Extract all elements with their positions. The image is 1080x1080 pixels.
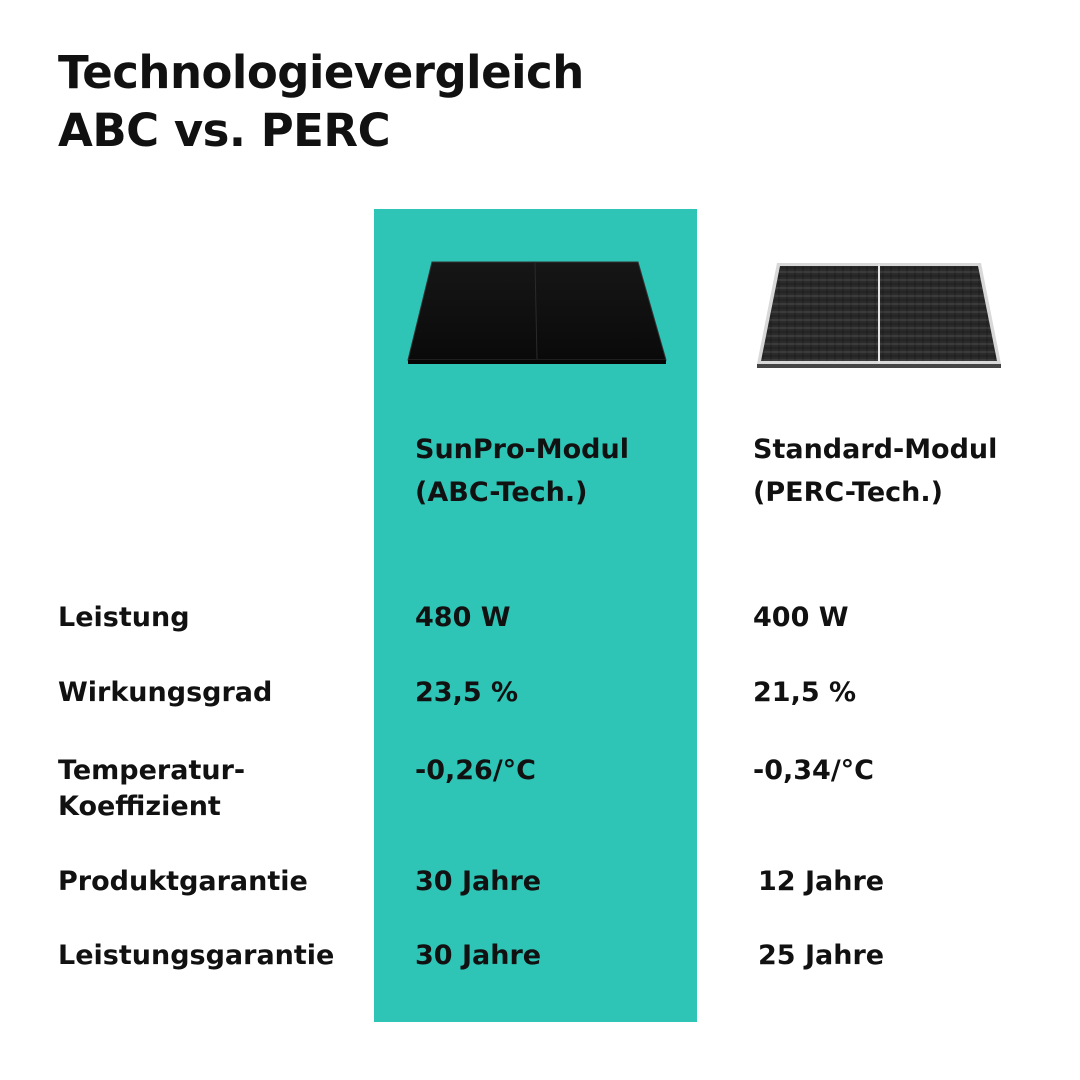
row-label-wirkungsgrad: Wirkungsgrad xyxy=(58,677,273,708)
black-solar-panel-icon xyxy=(407,261,667,364)
perc-name-line-2: (PERC-Tech.) xyxy=(753,477,944,508)
title-line-1: Technologievergleich xyxy=(58,46,584,99)
abc-column-header: SunPro-Modul (ABC-Tech.) xyxy=(415,428,629,514)
abc-value-temperatur-koeffizient: -0,26/°C xyxy=(415,755,536,786)
row-label-temperatur-koeffizient: Temperatur- Koeffizient xyxy=(58,753,245,825)
perc-value-leistung: 400 W xyxy=(753,602,849,633)
row-label-leistungsgarantie: Leistungsgarantie xyxy=(58,940,335,971)
perc-name-line-1: Standard-Modul xyxy=(753,434,998,465)
perc-value-temperatur-koeffizient: -0,34/°C xyxy=(753,755,874,786)
row-label-leistung: Leistung xyxy=(58,602,190,633)
perc-value-wirkungsgrad: 21,5 % xyxy=(753,677,857,708)
perc-value-leistungsgarantie: 25 Jahre xyxy=(758,940,885,971)
perc-value-produktgarantie: 12 Jahre xyxy=(758,866,885,897)
page-title: Technologievergleich ABC vs. PERC xyxy=(58,44,584,160)
abc-name-line-2: (ABC-Tech.) xyxy=(415,477,588,508)
abc-value-leistung: 480 W xyxy=(415,602,511,633)
row-label-produktgarantie: Produktgarantie xyxy=(58,866,308,897)
abc-value-leistungsgarantie: 30 Jahre xyxy=(415,940,542,971)
abc-value-produktgarantie: 30 Jahre xyxy=(415,866,542,897)
row-label-line-2: Koeffizient xyxy=(58,791,221,822)
abc-name-line-1: SunPro-Modul xyxy=(415,434,629,465)
grid-solar-panel-icon xyxy=(757,263,1001,368)
row-label-line-1: Temperatur- xyxy=(58,755,246,786)
title-line-2: ABC vs. PERC xyxy=(58,104,391,157)
abc-value-wirkungsgrad: 23,5 % xyxy=(415,677,519,708)
perc-column-header: Standard-Modul (PERC-Tech.) xyxy=(753,428,997,514)
